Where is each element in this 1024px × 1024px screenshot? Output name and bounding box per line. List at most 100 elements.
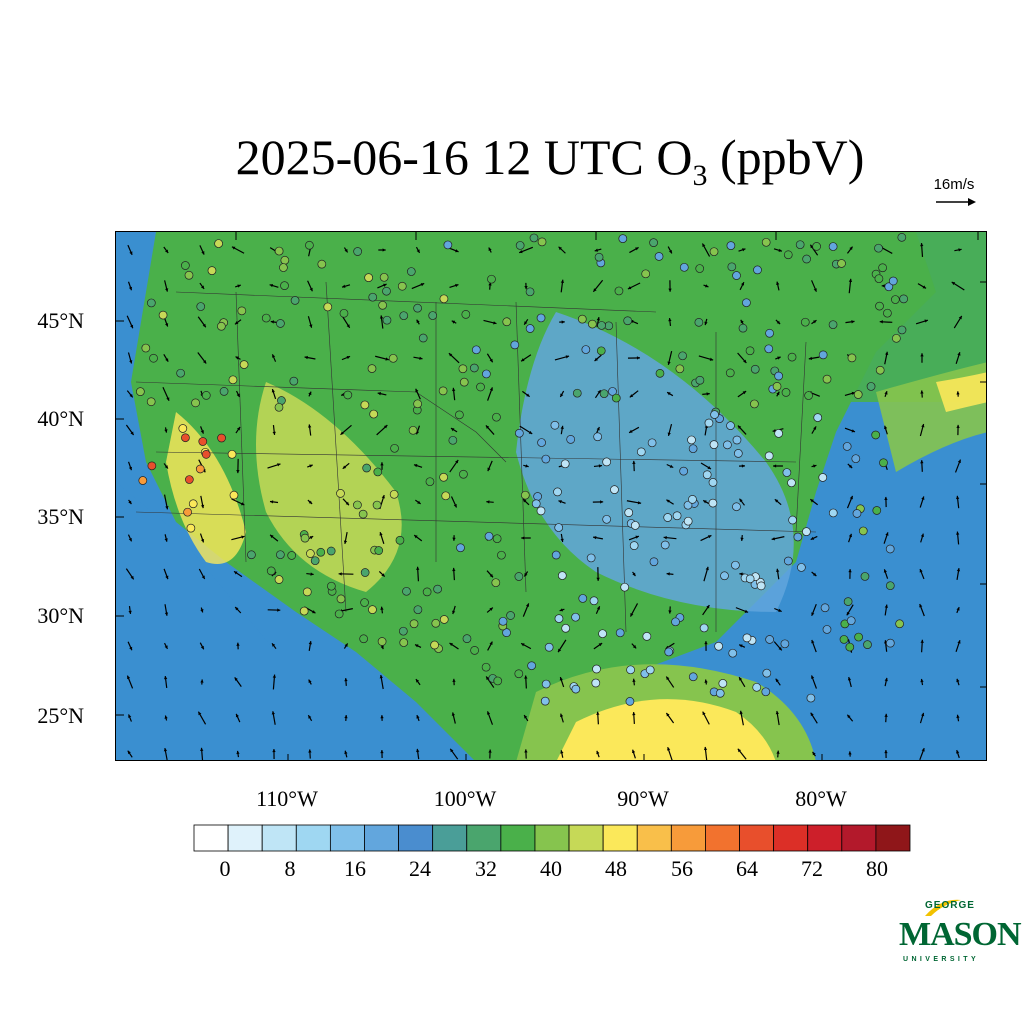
wind-vector	[668, 606, 672, 614]
observation-site	[217, 321, 226, 331]
wind-vector	[844, 391, 856, 397]
observation-site	[846, 616, 856, 626]
observation-site	[402, 586, 411, 596]
wind-vector	[416, 714, 420, 722]
wind-vector	[558, 500, 566, 504]
observation-site	[274, 575, 284, 584]
wind-vector	[449, 459, 459, 473]
observation-site	[813, 413, 823, 422]
observation-site	[481, 662, 491, 672]
observation-site	[679, 262, 689, 272]
observation-site	[553, 487, 562, 497]
observation-site	[502, 628, 511, 637]
wind-vector	[703, 746, 708, 760]
lat-label-45: 45°N	[37, 308, 84, 333]
wind-vector	[197, 711, 207, 725]
observation-site	[399, 311, 409, 321]
wind-vector	[738, 644, 746, 648]
wind-vector	[592, 500, 604, 504]
observation-site	[588, 319, 597, 329]
wind-vector	[846, 246, 854, 254]
observation-site	[842, 442, 852, 451]
wind-vector	[269, 534, 279, 542]
observation-site	[398, 626, 408, 636]
observation-site	[498, 616, 508, 626]
observation-site	[201, 391, 211, 400]
wind-vector	[200, 607, 204, 613]
observation-site	[620, 582, 630, 592]
wind-vector	[343, 247, 349, 253]
wind-vector	[665, 712, 675, 724]
observation-site	[602, 457, 612, 467]
observation-site	[368, 605, 377, 614]
wind-vector	[415, 678, 421, 686]
wind-vector	[267, 463, 281, 469]
wind-vector	[596, 426, 600, 434]
wind-vector	[740, 319, 744, 325]
observation-site	[491, 578, 501, 588]
observation-site	[899, 294, 909, 304]
observation-site	[854, 632, 863, 642]
observation-site	[462, 634, 472, 644]
wind-vector	[557, 639, 567, 653]
observation-site	[604, 321, 614, 331]
observation-site	[695, 375, 705, 385]
wind-vector	[308, 424, 312, 436]
wind-vector	[776, 568, 780, 580]
wind-vector	[128, 714, 132, 722]
observation-site	[343, 390, 353, 400]
wind-vector	[559, 608, 565, 612]
wind-vector	[596, 711, 600, 725]
observation-site	[459, 469, 468, 479]
observation-site	[828, 320, 838, 330]
observation-site	[353, 500, 362, 510]
wind-vector	[809, 498, 819, 506]
colorbar-box	[466, 824, 502, 852]
wind-vector	[811, 280, 817, 292]
wind-vector	[560, 750, 564, 758]
wind-vector	[127, 352, 133, 364]
observation-site	[316, 547, 326, 557]
observation-site	[227, 449, 237, 459]
wind-vector	[413, 356, 423, 360]
observation-site	[274, 402, 284, 412]
observation-site	[537, 237, 547, 247]
wind-vector	[522, 498, 530, 506]
observation-site	[783, 250, 793, 260]
wind-vector	[411, 282, 425, 290]
wind-vector	[380, 606, 384, 614]
observation-site	[874, 274, 884, 284]
observation-site	[726, 421, 735, 430]
wind-vector	[377, 392, 387, 396]
colorbar-label-40: 40	[540, 856, 562, 881]
wind-reference-label: 16m/s	[933, 176, 975, 193]
wind-vector	[307, 464, 313, 468]
wind-vector	[560, 425, 564, 435]
logo-george: GEORGE	[925, 900, 975, 911]
wind-vector	[560, 533, 564, 543]
observation-site	[756, 581, 766, 591]
wind-vector	[521, 536, 531, 540]
wind-vector	[200, 495, 205, 509]
wind-vector	[520, 354, 532, 362]
wind-vector	[271, 711, 276, 725]
observation-site	[536, 506, 546, 516]
observation-site	[390, 443, 399, 453]
wind-vector	[956, 678, 960, 686]
observation-site	[493, 676, 503, 686]
colorbar-label-0: 0	[219, 856, 231, 881]
colorbar-label-80: 80	[866, 856, 888, 881]
observation-site	[367, 364, 377, 373]
wind-vector	[700, 462, 712, 470]
wind-vector	[845, 320, 855, 324]
observation-site	[219, 387, 229, 396]
wind-vector	[199, 642, 205, 650]
observation-site	[878, 263, 887, 273]
wind-vector	[919, 496, 925, 508]
wind-vector	[666, 499, 674, 505]
wind-vector	[235, 284, 241, 288]
wind-vector	[559, 676, 565, 688]
wind-vector	[343, 643, 349, 649]
observation-site	[843, 597, 853, 606]
wind-vector	[629, 246, 639, 254]
